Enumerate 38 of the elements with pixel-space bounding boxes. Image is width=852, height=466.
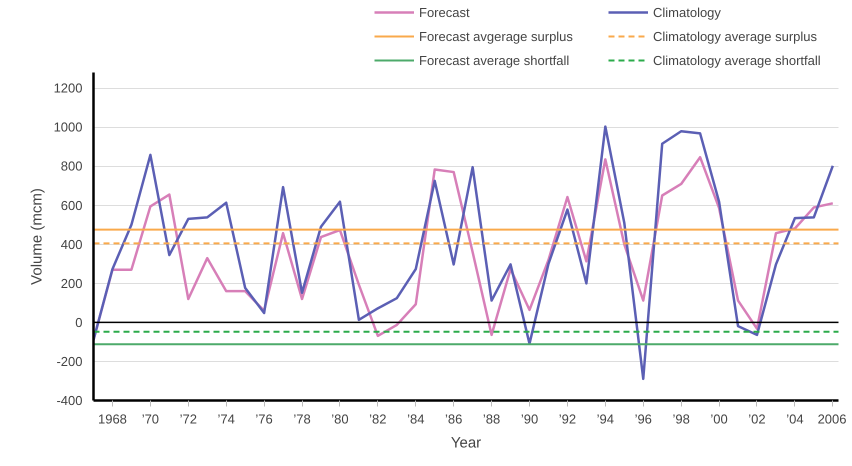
x-axis-title: Year bbox=[450, 434, 482, 452]
x-tick-label: ’70 bbox=[142, 412, 160, 426]
x-tick-label: ’82 bbox=[369, 412, 387, 426]
x-tick-label: ’72 bbox=[180, 412, 197, 426]
x-tick-label: 1968 bbox=[98, 412, 127, 426]
y-tick-label: 200 bbox=[60, 276, 83, 291]
x-tick-label: ’94 bbox=[596, 412, 614, 426]
x-tick-label: ’76 bbox=[255, 412, 273, 426]
x-tick-label: ’86 bbox=[445, 412, 462, 426]
x-tick-label: ’80 bbox=[331, 412, 349, 426]
x-tick-label: ’96 bbox=[634, 412, 652, 426]
y-axis-title: Volume (mcm) bbox=[28, 188, 46, 285]
y-tick-label: -400 bbox=[56, 393, 83, 408]
y-tick-label: 1000 bbox=[54, 120, 82, 135]
x-tick-label: ’98 bbox=[672, 412, 690, 426]
x-tick-label: ’84 bbox=[407, 412, 424, 426]
x-tick-label: ’92 bbox=[558, 412, 576, 426]
x-tick-label: ’04 bbox=[786, 412, 804, 426]
x-tick-label: ’00 bbox=[710, 412, 728, 426]
legend-label: Forecast bbox=[419, 4, 471, 20]
y-tick-label: 400 bbox=[60, 236, 83, 252]
y-tick-label: 600 bbox=[60, 198, 83, 213]
x-tick-label: ’88 bbox=[482, 412, 500, 426]
legend-label: Climatology average shortfall bbox=[653, 52, 822, 68]
legend-label: Forecast average shortfall bbox=[419, 52, 570, 68]
legend-label: Climatology average surplus bbox=[653, 28, 818, 44]
y-tick-label: 0 bbox=[75, 314, 83, 330]
y-tick-label: 800 bbox=[60, 158, 83, 174]
legend-label: Forecast avgerage surplus bbox=[419, 28, 574, 44]
x-tick-label: ’78 bbox=[293, 412, 311, 426]
x-tick-label: ’90 bbox=[520, 412, 538, 426]
x-tick-label: 2006 bbox=[818, 412, 846, 426]
x-tick-label: ’02 bbox=[748, 412, 766, 426]
x-tick-label: ’74 bbox=[218, 412, 235, 426]
y-tick-label: 1200 bbox=[54, 80, 82, 96]
y-tick-label: -200 bbox=[56, 354, 83, 369]
legend-label: Climatology bbox=[653, 4, 722, 20]
line-series bbox=[94, 125, 834, 380]
